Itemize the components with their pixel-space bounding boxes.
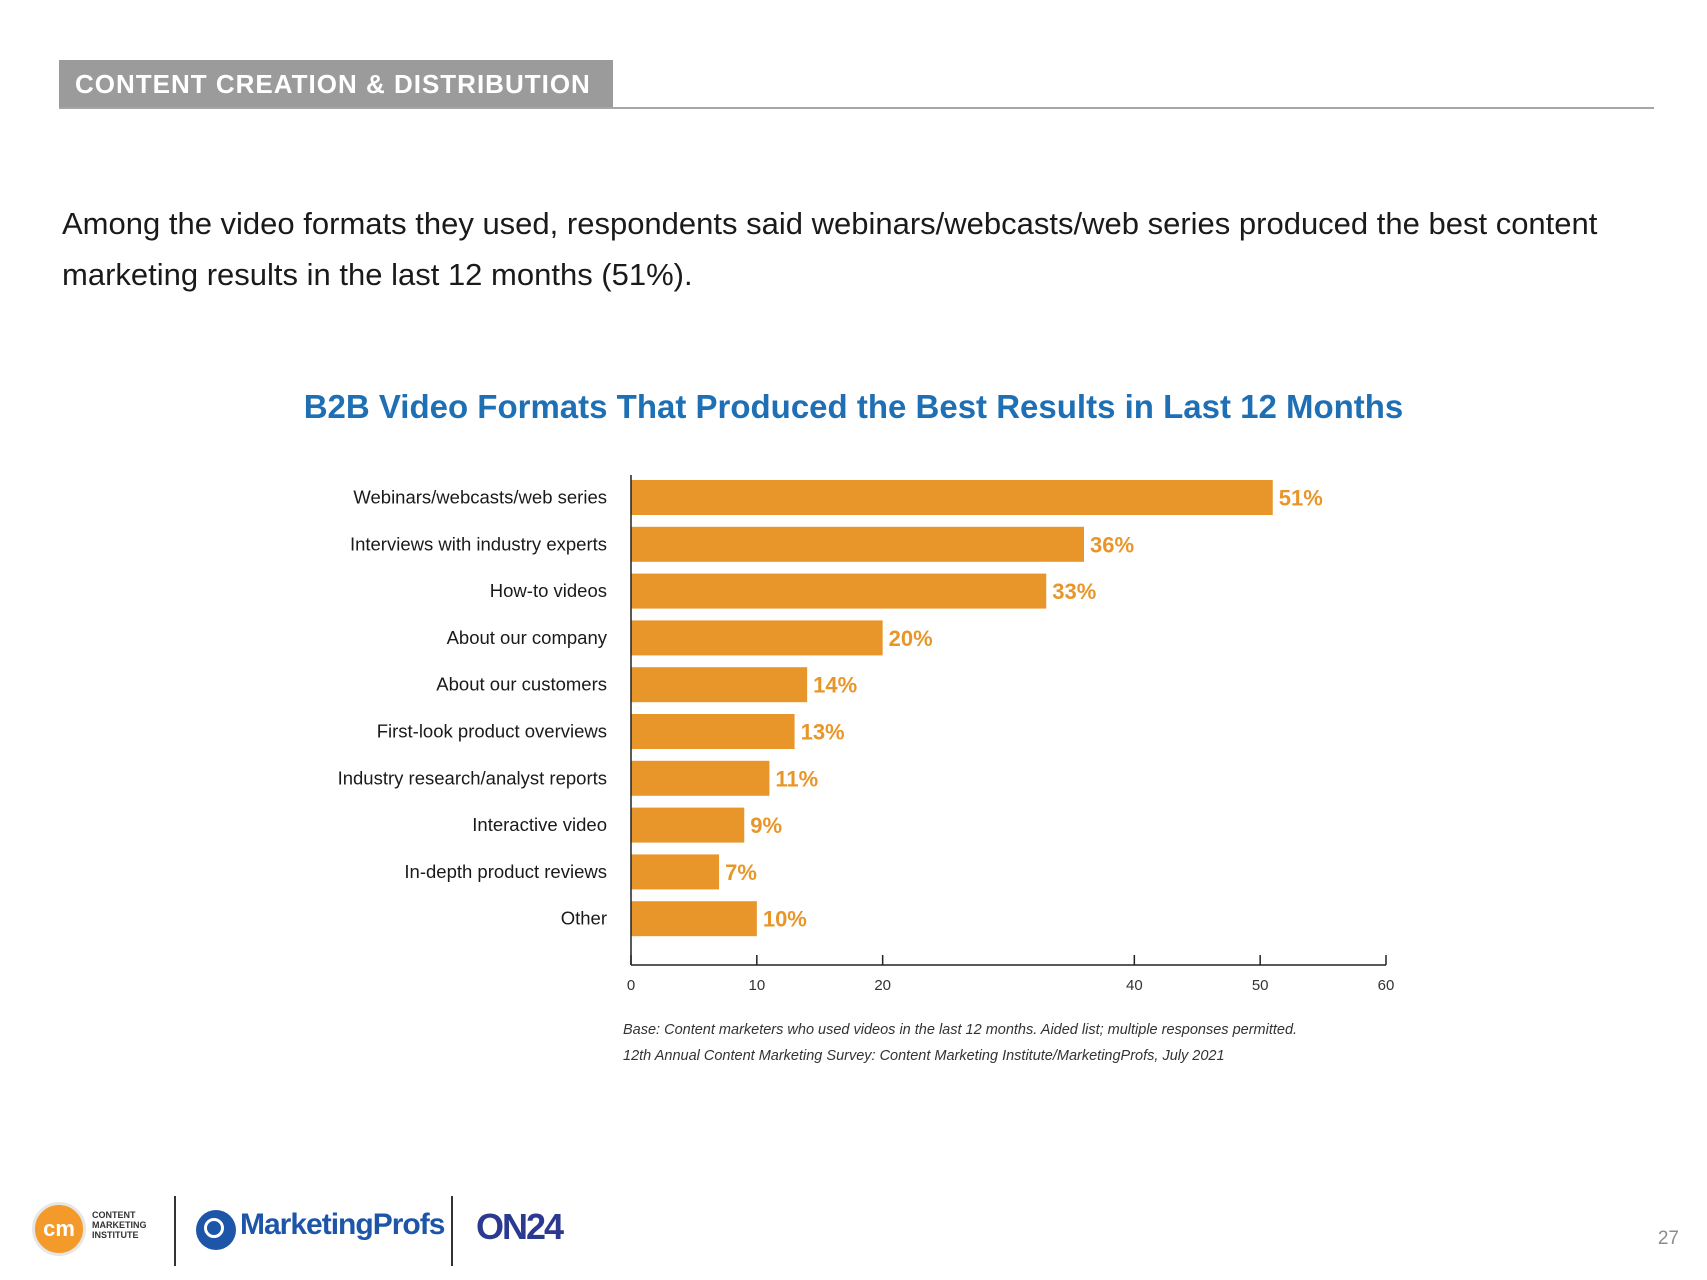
bar: [631, 854, 720, 890]
data-label: 7%: [725, 860, 757, 885]
bars: [631, 480, 1273, 937]
chart-title: B2B Video Formats That Produced the Best…: [303, 388, 1404, 425]
category-label: About our company: [447, 627, 608, 648]
cmi-logo: cm: [32, 1202, 86, 1256]
category-label: Industry research/analyst reports: [338, 767, 607, 788]
category-label: Interviews with industry experts: [350, 533, 607, 554]
bar: [631, 807, 745, 843]
data-label: 13%: [801, 720, 845, 745]
cmi-name-line-3: INSTITUTE: [92, 1230, 139, 1240]
bar: [631, 667, 808, 703]
bar: [631, 573, 1047, 609]
cmi-name: CONTENT MARKETING INSTITUTE: [92, 1210, 147, 1240]
x-tick-label: 50: [1252, 977, 1269, 994]
source-note: 12th Annual Content Marketing Survey: Co…: [623, 1048, 1225, 1064]
data-label: 9%: [750, 813, 782, 838]
data-label: 11%: [775, 766, 818, 791]
category-labels: Webinars/webcasts/web series Interviews w…: [338, 487, 608, 929]
footer: cm CONTENT MARKETING INSTITUTE Marketing…: [0, 1190, 1707, 1280]
category-label: How-to videos: [490, 580, 607, 601]
bar: [631, 760, 770, 796]
x-tick-label: 10: [748, 977, 765, 994]
bar: [631, 526, 1084, 562]
on24-logo: ON24: [476, 1206, 564, 1247]
bar: [631, 480, 1273, 515]
category-label: Other: [561, 908, 607, 929]
x-tick-label: 20: [874, 977, 891, 994]
bar: [631, 620, 883, 656]
data-label: 10%: [763, 907, 807, 932]
data-labels: 51% 36% 33% 20% 14% 13% 11% 9% 7%10%: [725, 486, 1323, 932]
intro-text: Among the video formats they used, respo…: [62, 206, 1598, 292]
section-divider: [59, 107, 1654, 109]
chart-notes: Base: Content marketers who used videos …: [623, 1017, 1297, 1069]
x-tick-label: 0: [627, 977, 635, 994]
category-label: About our customers: [436, 674, 607, 695]
data-label: 20%: [889, 626, 933, 651]
bar: [631, 714, 795, 749]
cmi-name-line-1: CONTENT: [92, 1210, 136, 1220]
data-label: 51%: [1279, 486, 1323, 511]
footer-divider: [174, 1196, 176, 1266]
x-tick-label: 60: [1378, 977, 1395, 994]
bar-chart: Webinars/webcasts/web series Interviews w…: [338, 475, 1395, 994]
base-note: Base: Content marketers who used videos …: [623, 1022, 1298, 1038]
cmi-name-line-2: MARKETING: [92, 1220, 147, 1230]
cmi-logo-mark: cm: [43, 1216, 75, 1241]
marketingprofs-logo-icon: [196, 1210, 236, 1250]
data-label: 36%: [1090, 532, 1134, 557]
section-title: CONTENT CREATION & DISTRIBUTION: [59, 60, 613, 108]
data-label: 33%: [1052, 579, 1096, 604]
marketingprofs-logo-text: MarketingProfs: [240, 1208, 445, 1241]
data-label: 14%: [813, 673, 857, 698]
footer-divider: [451, 1196, 453, 1266]
category-label: First-look product overviews: [377, 721, 607, 742]
category-label: Webinars/webcasts/web series: [353, 487, 607, 508]
category-label: Interactive video: [472, 814, 607, 835]
x-tick-label: 40: [1126, 977, 1143, 994]
bar: [631, 901, 757, 937]
page-number: 27: [1657, 1228, 1679, 1249]
category-label: In-depth product reviews: [404, 861, 607, 882]
x-axis: 0 10 20 40 50 60: [627, 475, 1395, 994]
